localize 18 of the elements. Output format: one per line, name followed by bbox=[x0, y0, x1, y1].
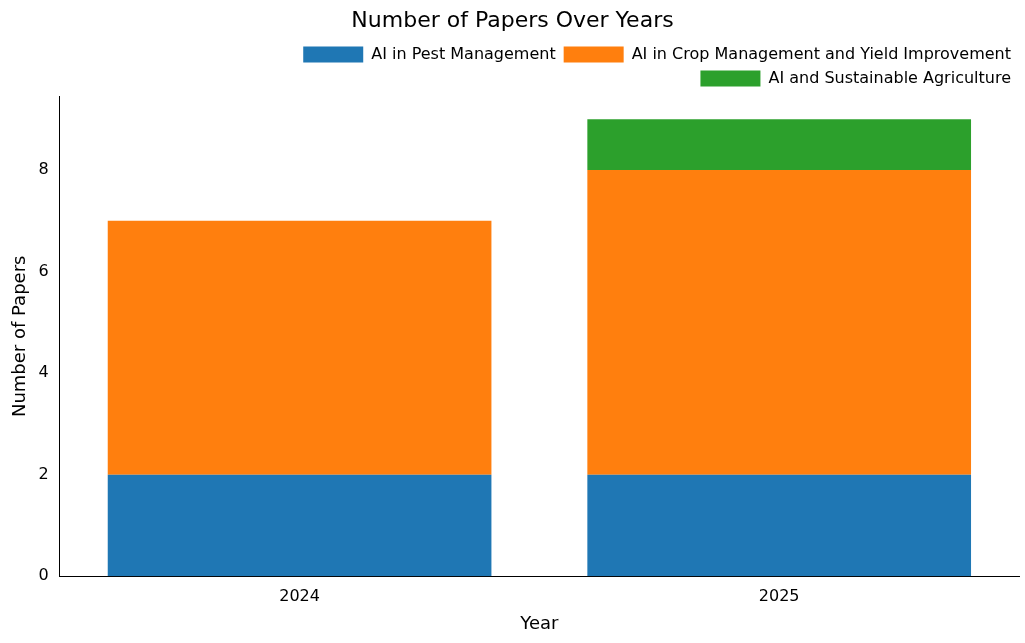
chart-title: Number of Papers Over Years bbox=[351, 6, 674, 32]
y-tick-label: 4 bbox=[38, 362, 49, 382]
bar bbox=[107, 220, 492, 475]
x-axis-title: Year bbox=[519, 611, 560, 633]
y-tick-label: 2 bbox=[38, 463, 49, 483]
bar bbox=[587, 170, 972, 475]
y-tick-label: 8 bbox=[38, 159, 49, 179]
bar bbox=[587, 119, 972, 171]
y-tick-label: 6 bbox=[38, 260, 49, 280]
bar bbox=[587, 474, 972, 577]
y-tick-label: 0 bbox=[38, 565, 49, 585]
bar bbox=[107, 474, 492, 577]
legend-label: AI in Crop Management and Yield Improvement bbox=[631, 43, 1012, 63]
x-tick-label: 2025 bbox=[758, 585, 800, 605]
legend-label: AI and Sustainable Agriculture bbox=[768, 67, 1011, 87]
x-tick-label: 2024 bbox=[279, 585, 320, 605]
y-axis-title: Number of Papers bbox=[8, 255, 30, 418]
legend-label: AI in Pest Management bbox=[371, 43, 556, 63]
